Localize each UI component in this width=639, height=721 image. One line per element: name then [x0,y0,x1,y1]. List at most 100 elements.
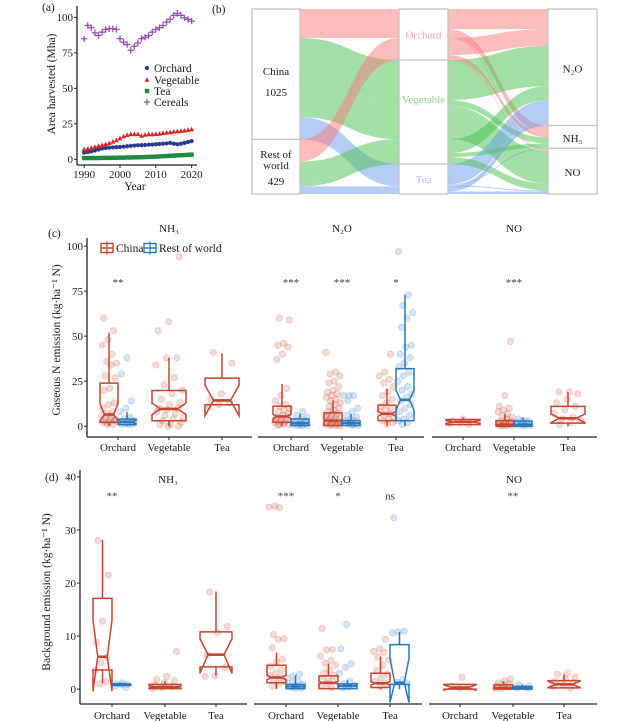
data-point [274,635,282,643]
data-point-cereals [102,26,109,33]
data-point [165,318,173,326]
data-point [152,361,160,369]
y-tick-label: 25 [72,376,84,388]
significance-label: * [393,277,399,289]
data-point-orchard [107,145,112,150]
boxplot-rest-of-world-vegetable [512,681,533,693]
x-tick-label: Orchard [445,442,482,454]
data-point [505,404,513,412]
data-point-tea [153,154,159,159]
data-point [380,648,388,657]
data-point-tea [160,153,166,159]
data-point [555,388,563,396]
node-name-label: NH₃ [563,133,583,145]
boxplot-china-tea [550,388,586,428]
data-point [269,682,277,690]
sankey-node-box [547,147,598,195]
data-point [274,408,283,416]
data-point-tea [164,153,169,159]
data-point-vegetable [160,130,166,135]
data-point-tea [139,154,144,160]
data-point [112,359,121,367]
data-point [111,373,119,382]
legend-label: Cereals [154,97,189,109]
data-point-cereals [123,41,131,48]
data-point-orchard [164,141,169,146]
data-point-orchard [185,139,191,145]
x-tick-label: Orchard [94,710,131,721]
x-tick-label: Vegetable [147,442,190,454]
data-point [101,372,109,380]
data-point [273,355,281,364]
sankey-node-box [547,8,598,127]
data-point-tea [135,155,141,160]
data-point-cereals [88,24,95,31]
data-point-cereals [127,47,134,54]
notched-box [285,683,306,690]
x-tick-label: 2010 [145,169,168,181]
data-point-vegetable [131,131,137,137]
notched-box [204,377,240,419]
facet-title: N₂O [332,223,352,235]
data-point [209,348,217,356]
notched-box [512,685,533,690]
boxplot-china-vegetable [316,625,340,692]
data-point [347,660,355,668]
significance-label: *** [334,277,351,289]
boxplot-china-vegetable [321,348,344,430]
data-point [506,337,515,346]
notched-box [513,420,533,427]
data-point-orchard [135,143,140,148]
data-point [378,391,386,400]
boxplot-rest-of-world-orchard [111,679,132,692]
data-point [336,399,344,407]
data-point [380,379,388,387]
data-point [201,672,209,681]
data-point-tea [178,153,184,158]
sankey-flow-china-orchard-n2o [300,9,399,29]
data-point [494,408,502,416]
data-point [100,386,108,394]
data-point-orchard [150,142,155,147]
x-tick-label: Tea [556,710,572,721]
data-point-tea [85,155,90,161]
data-point [223,622,231,631]
sankey-flow-rest-of-world-vegetable-no [448,157,548,191]
data-point-orchard [85,149,90,155]
x-tick-label: Vegetable [492,442,535,454]
boxplot-china-tea [204,348,240,419]
data-point [103,357,111,365]
data-point-tea [110,155,116,160]
data-point-vegetable [135,131,141,136]
legend-marker-plus-icon [143,98,151,106]
data-point-cereals [159,22,167,29]
data-point [164,422,172,430]
legend-item-rest-of-world: Rest of world [143,241,222,255]
sankey-flow-rest-of-world-orchard-nh3 [448,55,548,138]
y-tick-label: 100 [67,241,84,253]
data-point-orchard [96,147,101,152]
data-point-tea [92,155,98,161]
data-point-tea [96,155,101,161]
data-point-vegetable [121,133,127,139]
data-point-orchard [153,142,158,147]
data-point [563,395,571,403]
data-point-orchard [146,142,151,147]
data-point [403,382,412,391]
data-point [341,663,349,671]
data-point [99,314,108,322]
data-point [395,408,404,416]
data-point-orchard [171,141,176,146]
data-point [552,399,561,407]
data-point [176,399,184,407]
data-point [94,536,102,545]
data-point [377,674,385,682]
boxplot-rest-of-world-vegetable [512,415,534,430]
sankey-flows [300,9,548,194]
data-point [398,386,406,394]
notched-box [395,367,415,422]
data-point-tea [175,153,180,158]
sankey-flow-china-vegetable-n2o [448,46,548,101]
data-point [127,397,135,405]
boxplot-rest-of-world-orchard [116,354,138,428]
